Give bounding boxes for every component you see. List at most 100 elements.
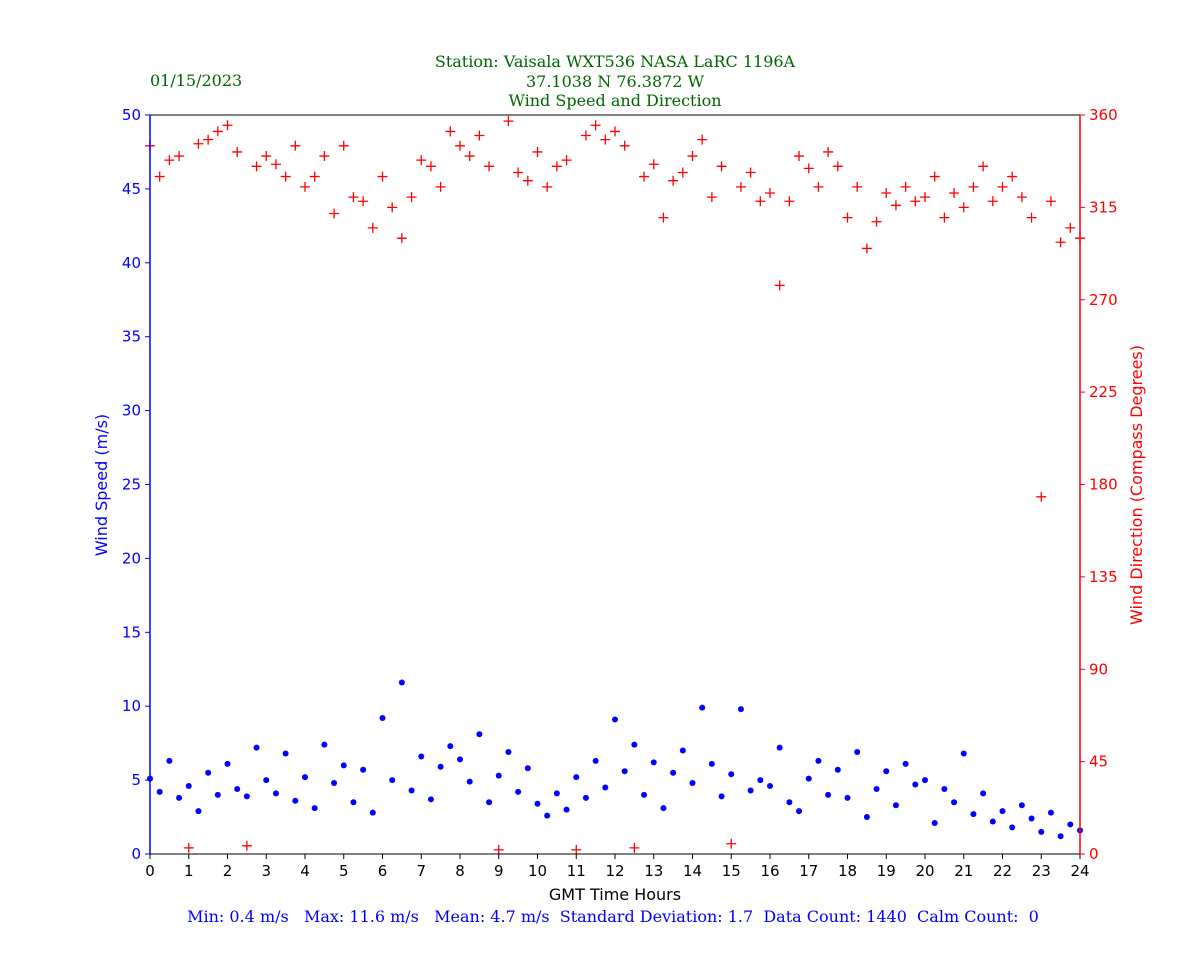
direction-point (561, 155, 572, 166)
direction-point (406, 192, 417, 203)
direction-point (222, 120, 233, 131)
x-tick-label: 23 (1032, 862, 1051, 880)
y-tick-label: 0 (131, 845, 141, 863)
direction-point (232, 146, 243, 157)
direction-point (619, 140, 630, 151)
speed-point (757, 777, 764, 784)
speed-point (718, 793, 725, 800)
speed-point (786, 799, 793, 806)
speed-point (457, 756, 463, 763)
direction-point (968, 181, 979, 192)
speed-point (350, 799, 357, 806)
direction-point (580, 130, 591, 141)
y2-axis-label: Wind Direction (Compass Degrees) (1127, 345, 1146, 625)
speed-point (708, 760, 715, 767)
direction-point (445, 126, 456, 137)
direction-point (532, 146, 543, 157)
speed-point (272, 790, 279, 797)
speed-point (863, 814, 870, 821)
speed-point (1009, 824, 1016, 831)
speed-point (699, 704, 706, 711)
speed-point (970, 811, 977, 818)
speed-point (737, 706, 744, 713)
speed-point (166, 757, 173, 764)
speed-point (486, 799, 493, 806)
direction-point (484, 161, 495, 172)
speed-point (214, 791, 221, 798)
speed-point (912, 781, 919, 788)
speed-point (941, 785, 948, 792)
speed-point (776, 744, 783, 751)
direction-point (300, 181, 310, 192)
y-tick-label: 50 (122, 106, 141, 124)
direction-point (668, 175, 679, 186)
speed-point (612, 716, 618, 723)
direction-point (706, 192, 717, 203)
direction-point (203, 134, 214, 145)
direction-point (174, 151, 185, 162)
y2-tick-label: 45 (1089, 753, 1108, 771)
y-tick-label: 5 (131, 771, 141, 789)
speed-point (825, 791, 832, 798)
speed-point (892, 802, 899, 809)
speed-point (282, 750, 289, 757)
direction-point (745, 167, 756, 178)
speed-point (650, 759, 657, 766)
direction-point (309, 171, 320, 182)
speed-point (573, 774, 580, 781)
direction-point (774, 280, 785, 291)
direction-point (212, 126, 223, 137)
direction-point (425, 161, 436, 172)
speed-point (437, 763, 444, 770)
y2-tick-label: 90 (1089, 660, 1108, 678)
x-tick-label: 16 (760, 862, 779, 880)
speed-point (999, 808, 1006, 815)
direction-point (290, 140, 301, 151)
speed-point (767, 783, 773, 790)
speed-point (1047, 809, 1054, 816)
speed-point (398, 679, 405, 686)
speed-point (980, 790, 987, 797)
y2-tick-label: 180 (1089, 476, 1118, 494)
y-tick-label: 45 (122, 180, 141, 198)
coords-title: 37.1038 N 76.3872 W (526, 72, 705, 91)
speed-point (234, 785, 241, 792)
speed-point (951, 799, 958, 806)
x-tick-label: 7 (416, 862, 426, 880)
speed-point (156, 788, 163, 795)
direction-point (861, 243, 872, 254)
x-tick-label: 11 (567, 862, 586, 880)
speed-point (243, 793, 250, 800)
direction-point (629, 842, 640, 853)
speed-point (176, 794, 183, 801)
direction-point (658, 212, 669, 223)
y-tick-label: 10 (122, 697, 141, 715)
speed-point (689, 780, 696, 787)
speed-point (524, 765, 531, 772)
direction-point (1055, 237, 1066, 248)
speed-point (418, 753, 425, 760)
y2-tick-label: 0 (1089, 845, 1099, 863)
direction-point (794, 151, 805, 162)
speed-point (505, 749, 512, 756)
direction-point (900, 181, 911, 192)
x-tick-label: 0 (145, 862, 155, 880)
direction-point (367, 222, 378, 233)
y2-tick-label: 225 (1089, 383, 1118, 401)
speed-point (922, 777, 928, 784)
direction-point (193, 138, 204, 149)
speed-point (331, 780, 338, 787)
speed-point (427, 796, 434, 803)
speed-point (369, 809, 376, 816)
direction-point (997, 181, 1008, 192)
speed-point (989, 818, 996, 825)
direction-point (929, 171, 940, 182)
x-tick-label: 2 (223, 862, 233, 880)
y-tick-label: 30 (122, 402, 141, 420)
direction-point (910, 196, 921, 207)
x-tick-label: 12 (605, 862, 624, 880)
speed-point (796, 808, 803, 815)
x-tick-label: 8 (455, 862, 465, 880)
speed-point (660, 805, 667, 812)
